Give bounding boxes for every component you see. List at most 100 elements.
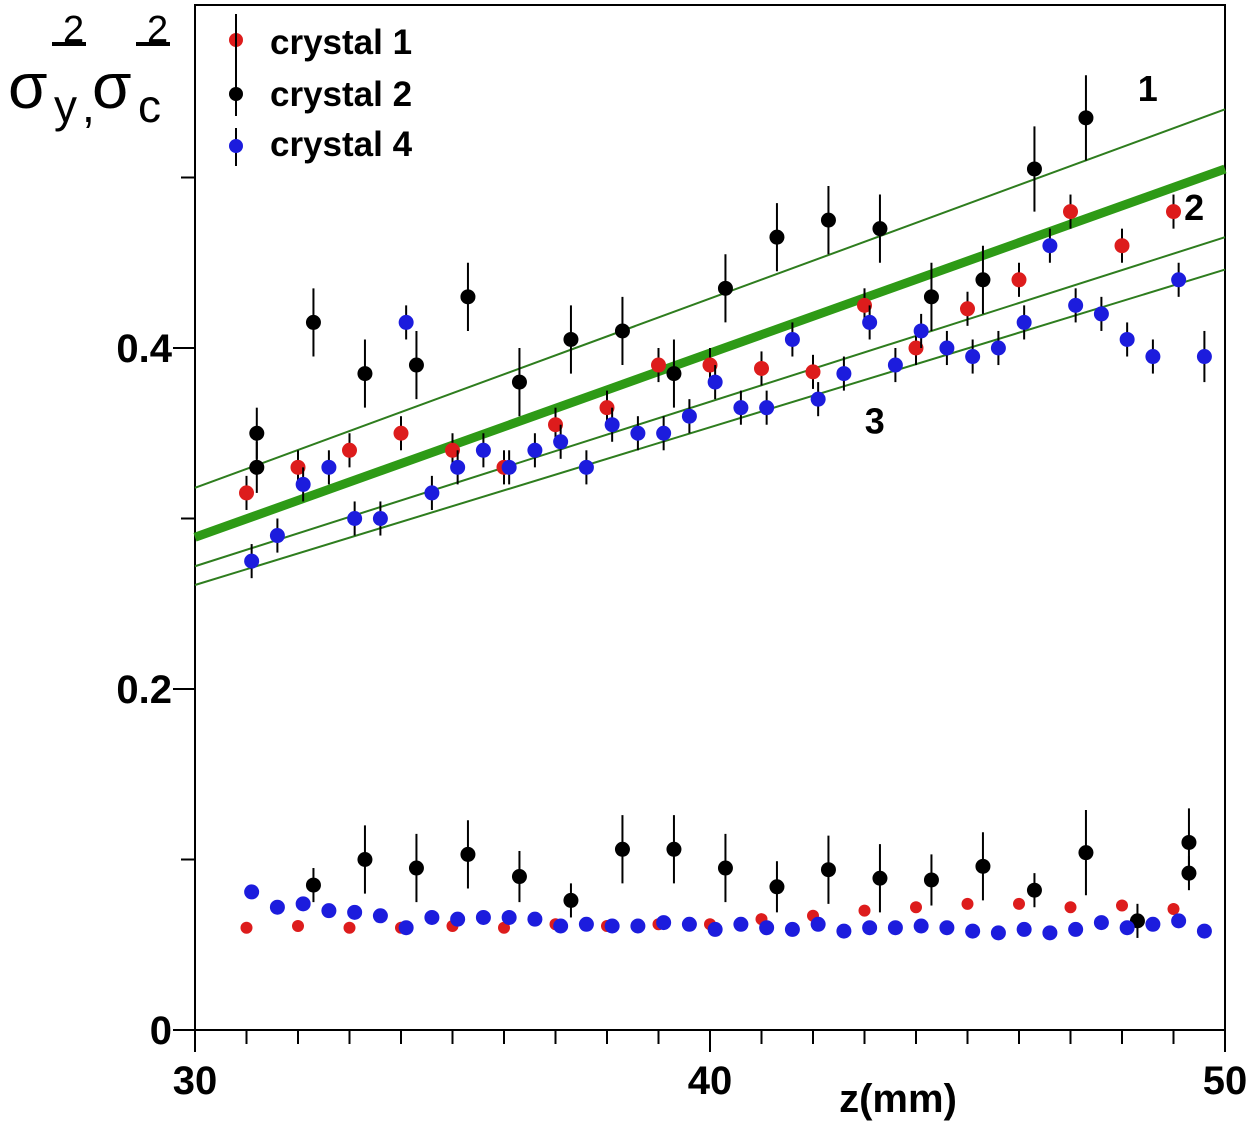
point-crystal-1 <box>1167 902 1180 915</box>
point-crystal-4 <box>475 442 491 458</box>
point-crystal-4 <box>733 916 749 932</box>
legend-item-crystal-4: crystal 4 <box>229 125 413 166</box>
point-crystal-2 <box>1078 845 1094 861</box>
point-crystal-2 <box>666 841 682 857</box>
point-crystal-2 <box>563 331 579 347</box>
fit-line-label-1: 1 <box>1138 68 1158 109</box>
point-crystal-4 <box>862 920 878 936</box>
point-crystal-1 <box>445 442 460 458</box>
point-crystal-4 <box>501 909 517 925</box>
point-crystal-4 <box>244 884 260 900</box>
point-crystal-4 <box>965 349 981 365</box>
point-crystal-4 <box>553 918 569 934</box>
legend-label-crystal-2: crystal 2 <box>270 75 412 114</box>
point-crystal-2 <box>511 374 527 390</box>
point-crystal-4 <box>269 528 285 544</box>
point-crystal-4 <box>244 553 260 569</box>
y-label-superscript-1: 2 <box>63 9 84 51</box>
point-crystal-4 <box>372 908 388 924</box>
point-crystal-1 <box>702 357 718 373</box>
point-crystal-1 <box>908 340 924 356</box>
point-crystal-1 <box>1011 272 1027 288</box>
point-crystal-4 <box>733 400 749 416</box>
x-axis-label: z(mm) <box>839 1077 957 1121</box>
fit-line-1 <box>194 108 1226 489</box>
point-crystal-1 <box>342 442 357 458</box>
point-crystal-1 <box>292 919 304 932</box>
point-crystal-4 <box>784 331 800 347</box>
point-crystal-1 <box>960 301 975 317</box>
point-crystal-4 <box>450 459 466 475</box>
point-crystal-4 <box>990 340 1006 356</box>
point-crystal-4 <box>887 920 903 936</box>
point-crystal-2 <box>769 879 785 895</box>
point-crystal-1 <box>651 357 666 373</box>
point-crystal-4 <box>1016 921 1032 937</box>
point-crystal-1 <box>240 921 253 934</box>
point-crystal-2 <box>666 366 682 382</box>
legend-marker-crystal-2 <box>229 87 243 101</box>
point-crystal-4 <box>1093 915 1109 931</box>
point-crystal-2 <box>1078 110 1094 126</box>
point-crystal-4 <box>578 459 594 475</box>
point-crystal-2 <box>1181 834 1197 850</box>
legend-label-crystal-4: crystal 4 <box>270 125 413 164</box>
point-crystal-4 <box>604 417 620 433</box>
point-crystal-2 <box>249 425 265 441</box>
legend: crystal 1 crystal 2 crystal 4 <box>229 14 413 166</box>
point-crystal-4 <box>939 340 955 356</box>
fit-line-label-3: 3 <box>865 400 885 441</box>
y-tick-label: 0 <box>150 1009 172 1053</box>
axis-ticks <box>173 176 1226 1052</box>
legend-item-crystal-1: crystal 1 <box>229 23 412 64</box>
point-crystal-2 <box>923 872 939 888</box>
point-crystal-1 <box>1114 238 1130 254</box>
y-label-symbol-2: σ <box>92 50 132 122</box>
point-crystal-4 <box>475 909 491 925</box>
point-crystal-4 <box>424 485 440 501</box>
point-crystal-4 <box>707 921 723 937</box>
point-crystal-4 <box>1119 920 1135 936</box>
point-crystal-4 <box>1171 913 1187 929</box>
point-crystal-2 <box>769 229 785 245</box>
point-crystal-2 <box>614 323 630 339</box>
x-tick-label: 40 <box>688 1059 733 1103</box>
point-crystal-2 <box>614 841 630 857</box>
point-crystal-4 <box>630 918 646 934</box>
point-crystal-2 <box>305 877 321 893</box>
point-crystal-4 <box>759 920 775 936</box>
point-crystal-4 <box>656 425 672 441</box>
legend-marker-crystal-4 <box>229 139 243 153</box>
point-crystal-4 <box>1042 925 1058 941</box>
point-crystal-2 <box>975 272 991 288</box>
y-label-subscript-2: c <box>138 80 161 132</box>
point-crystal-2 <box>717 280 733 296</box>
point-crystal-4 <box>1196 923 1212 939</box>
point-crystal-4 <box>578 916 594 932</box>
point-crystal-2 <box>1026 161 1042 177</box>
point-crystal-4 <box>1068 297 1084 313</box>
point-crystal-4 <box>681 408 697 424</box>
point-crystal-4 <box>347 511 363 526</box>
legend-item-crystal-2: crystal 2 <box>229 14 412 116</box>
point-crystal-4 <box>604 918 620 934</box>
point-crystal-4 <box>1145 349 1161 365</box>
point-crystal-2 <box>717 860 733 876</box>
x-tick-label: 50 <box>1203 1059 1248 1103</box>
point-crystal-4 <box>1119 331 1135 347</box>
point-crystal-4 <box>862 314 878 330</box>
point-crystal-1 <box>1063 204 1078 220</box>
legend-label-crystal-1: crystal 1 <box>270 23 412 62</box>
y-label-separator: , <box>82 80 95 132</box>
point-crystal-4 <box>527 442 543 458</box>
point-crystal-4 <box>295 896 311 912</box>
point-crystal-4 <box>372 511 388 526</box>
point-crystal-4 <box>913 918 929 934</box>
fit-line-label-2: 2 <box>1184 187 1204 228</box>
point-crystal-4 <box>347 904 363 920</box>
point-crystal-2 <box>249 459 265 475</box>
x-tick-labels: 30 40 50 <box>173 1059 1248 1103</box>
point-crystal-4 <box>784 921 800 937</box>
point-crystal-4 <box>939 920 955 936</box>
